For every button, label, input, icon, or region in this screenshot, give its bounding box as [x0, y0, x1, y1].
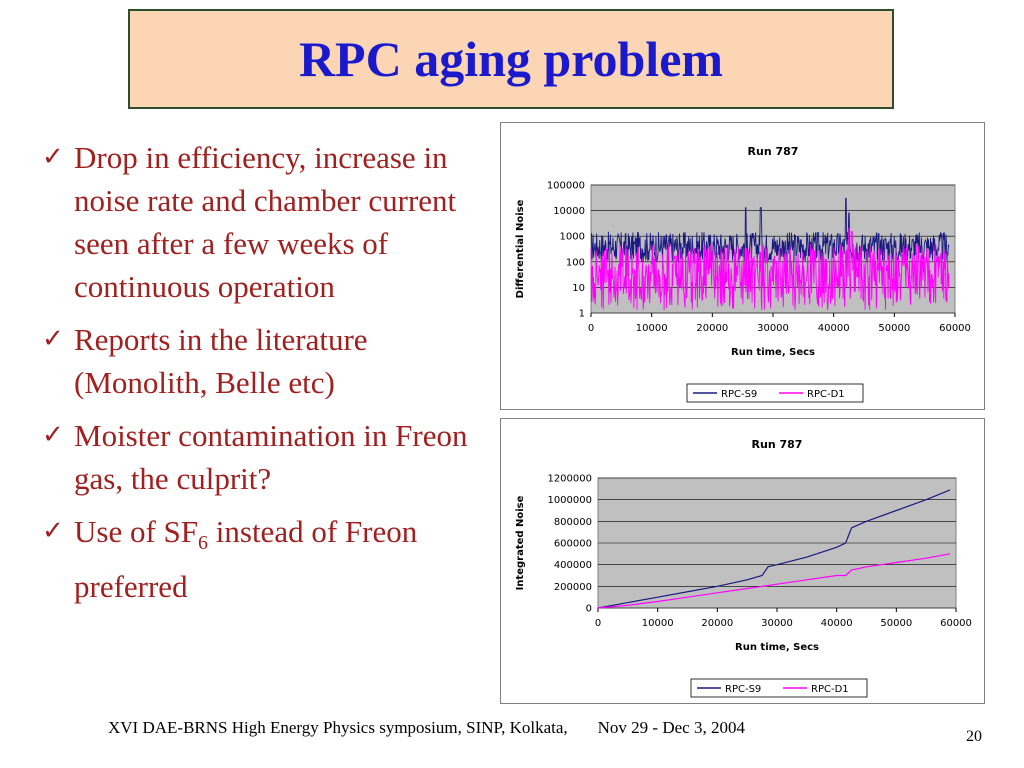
series-line-rpc-d1: [597, 553, 951, 609]
chart-svg: Run 787020000040000060000080000010000001…: [515, 438, 972, 698]
y-axis-label: Integrated Noise: [515, 495, 526, 590]
chart-title: Run 787: [752, 438, 803, 451]
x-tick-label: 10000: [642, 618, 674, 629]
bullet-list: ✓ Drop in efficiency, increase in noise …: [42, 136, 492, 618]
x-tick-label: 20000: [696, 323, 728, 334]
y-tick-label: 1: [579, 309, 585, 320]
x-tick-label: 40000: [818, 323, 850, 334]
x-tick-label: 0: [588, 323, 594, 334]
x-tick-label: 0: [595, 618, 601, 629]
footer-date: Nov 29 - Dec 3, 2004: [597, 718, 745, 737]
y-tick-label: 10: [572, 283, 585, 294]
chart-title: Run 787: [748, 145, 799, 158]
bullet-text: Use of SF6 instead of Freon preferred: [74, 510, 492, 608]
x-tick-label: 60000: [939, 323, 971, 334]
x-axis-label: Run time, Secs: [735, 642, 819, 653]
bullet-text: Moister contamination in Freon gas, the …: [74, 418, 468, 496]
legend-label: RPC-D1: [807, 389, 845, 400]
series-line-rpc-s9: [597, 489, 951, 609]
legend-label: RPC-S9: [725, 684, 761, 695]
checkmark-icon: ✓: [42, 142, 64, 172]
integrated-noise-chart: Run 787 0 200000 400000 600000 800000 1000000 1…: [500, 418, 985, 704]
x-tick-label: 50000: [880, 618, 912, 629]
y-tick-label: 10000: [553, 206, 585, 217]
y-tick-label: 0: [586, 604, 592, 615]
slide-title: RPC aging problem: [298, 31, 724, 87]
y-tick-label: 400000: [554, 560, 592, 571]
y-tick-label: 200000: [554, 582, 592, 593]
page-number: 20: [966, 728, 982, 745]
y-tick-label: 600000: [554, 539, 592, 550]
bullet-item: ✓ Reports in the literature (Monolith, B…: [42, 318, 492, 404]
x-tick-label: 10000: [636, 323, 668, 334]
bullet-text-part: Use of SF: [74, 514, 199, 549]
y-tick-label: 100000: [547, 181, 585, 192]
y-tick-label: 1200000: [547, 474, 592, 485]
y-tick-label: 100: [566, 257, 585, 268]
y-tick-label: 1000: [560, 232, 585, 243]
checkmark-icon: ✓: [42, 324, 64, 354]
subscript: 6: [198, 532, 209, 555]
x-tick-label: 50000: [878, 323, 910, 334]
y-axis-label: Differential Noise: [515, 199, 526, 298]
footer-conference: XVI DAE-BRNS High Energy Physics symposi…: [108, 718, 568, 737]
bullet-text: Drop in efficiency, increase in noise ra…: [74, 140, 457, 304]
bullet-item: ✓ Moister contamination in Freon gas, th…: [42, 414, 492, 500]
bullet-text-part: instead of Freon preferred: [74, 514, 418, 605]
checkmark-icon: ✓: [42, 420, 64, 450]
bullet-text: Reports in the literature (Monolith, Bel…: [74, 322, 368, 400]
x-tick-label: 40000: [821, 618, 853, 629]
bullet-item: ✓ Use of SF6 instead of Freon preferred: [42, 510, 492, 608]
title-box: RPC aging problem: [128, 9, 894, 109]
chart-svg: Run 787 1 10 100 1000 10000 100000 0 10000 20000 3…: [515, 145, 971, 403]
footer: XVI DAE-BRNS High Energy Physics symposi…: [108, 718, 775, 738]
checkmark-icon: ✓: [42, 516, 64, 546]
x-axis-label: Run time, Secs: [731, 347, 815, 358]
legend-box: [690, 678, 868, 698]
differential-noise-chart: Run 787 1 10 100 1000 10000 100000 0 10000 20000 3…: [500, 122, 985, 410]
y-tick-label: 1000000: [547, 495, 592, 506]
legend-label: RPC-D1: [811, 684, 849, 695]
legend-label: RPC-S9: [721, 389, 757, 400]
x-tick-label: 30000: [757, 323, 789, 334]
bullet-item: ✓ Drop in efficiency, increase in noise …: [42, 136, 492, 308]
series-line-rpc-d1: [590, 228, 950, 311]
x-tick-label: 30000: [761, 618, 793, 629]
x-tick-label: 60000: [940, 618, 972, 629]
x-tick-label: 20000: [701, 618, 733, 629]
legend-box: [686, 383, 864, 403]
y-tick-label: 800000: [554, 517, 592, 528]
